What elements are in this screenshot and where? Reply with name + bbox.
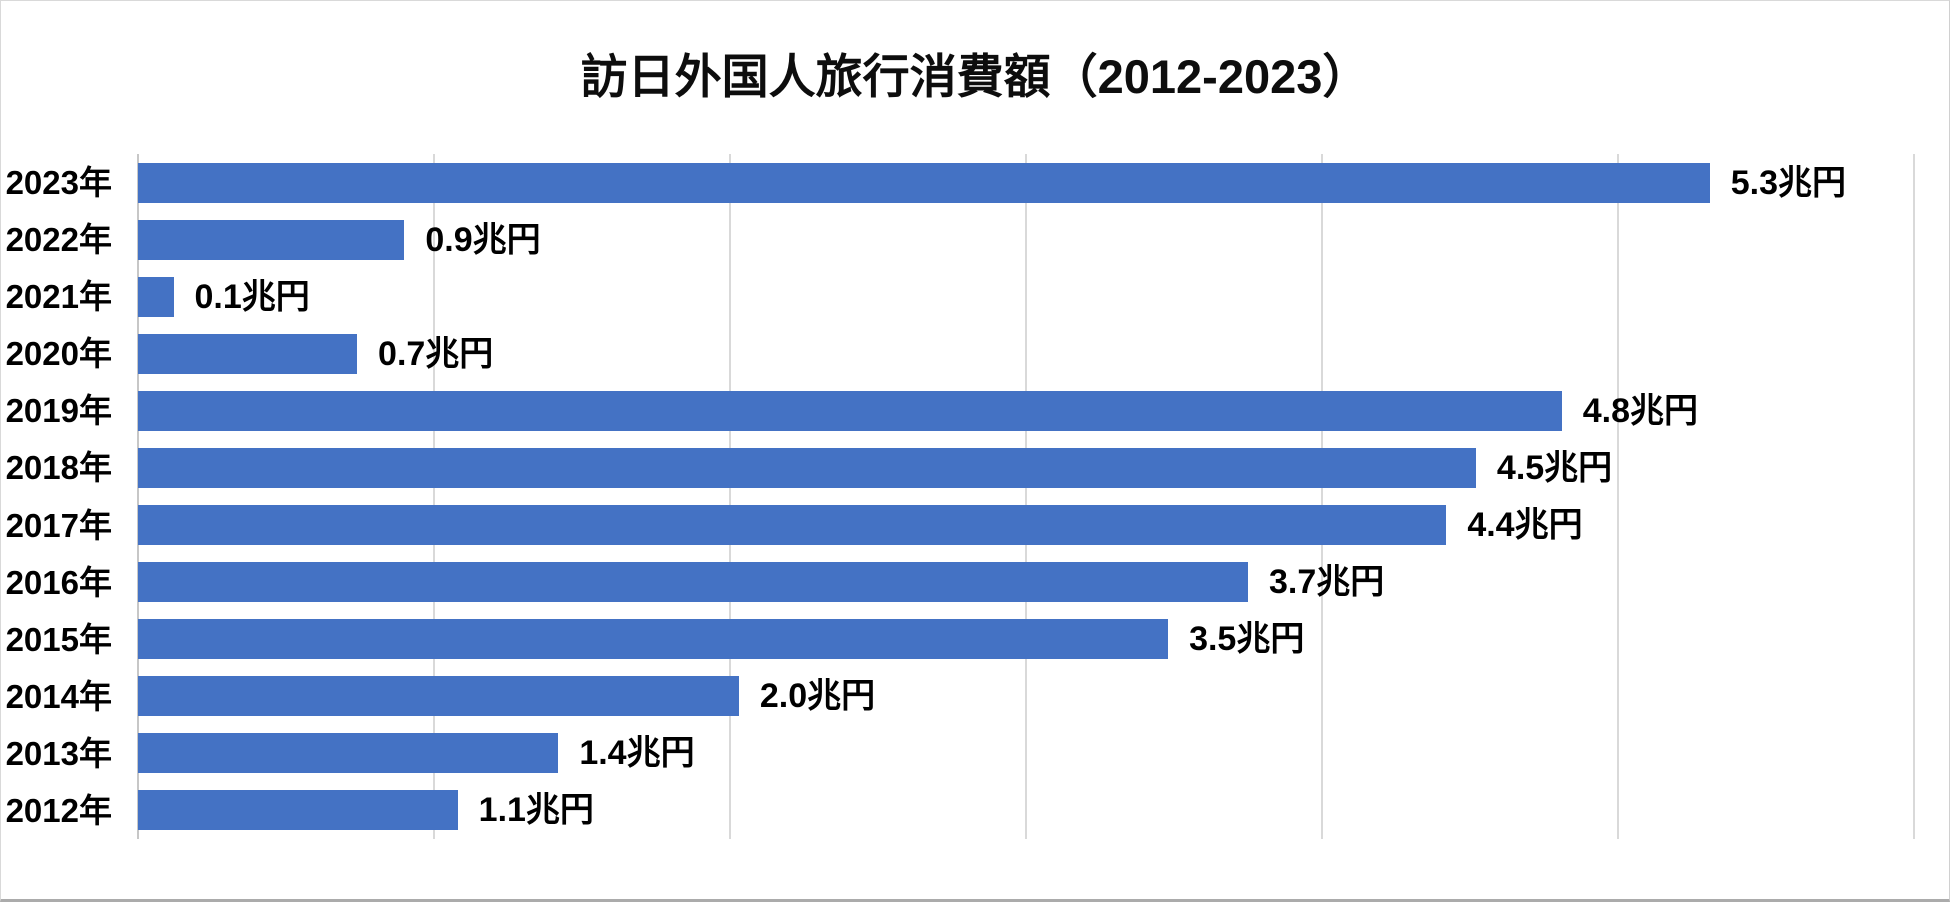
bar [138,219,405,260]
chart-title: 訪日外国人旅行消費額（2012-2023） [580,50,1370,103]
y-axis-label: 2014年 [5,677,112,715]
gridline [1913,154,1915,839]
bar [138,162,1710,203]
bar [138,733,559,774]
chart-row: 0.7兆円 [138,325,1914,382]
chart-row: 0.9兆円 [138,211,1914,268]
bar [138,276,174,317]
y-axis-label: 2017年 [5,506,112,544]
bar-rows: 5.3兆円 0.9兆円 0.1兆円 0.7兆円 4.8兆円 4.5兆円 4.4兆円 3.7兆円… [138,154,1914,839]
y-axis-label: 2022年 [5,221,112,259]
chart-row: 2.0兆円 [138,668,1914,725]
y-axis-label: 2019年 [5,392,112,430]
y-axis-label: 2013年 [5,734,112,772]
bar [138,562,1248,603]
gridline [728,154,731,839]
y-axis-label: 2020年 [5,335,112,373]
value-label: 1.4兆円 [579,734,695,773]
chart-row: 4.8兆円 [138,382,1914,439]
chart-row: 3.7兆円 [138,554,1914,611]
y-axis-label: 2016年 [5,563,112,601]
bar [138,676,739,717]
bar [138,619,1169,660]
value-label: 5.3兆円 [1730,163,1847,202]
value-label: 0.7兆円 [378,334,494,373]
category-axis-line [137,154,139,839]
value-label: 2.0兆円 [759,677,876,716]
chart-row: 1.4兆円 [138,725,1914,782]
value-label: 0.1兆円 [194,277,310,316]
value-label: 1.1兆円 [478,791,594,830]
gridline [1320,154,1323,839]
gridline [432,154,435,839]
chart-row: 0.1兆円 [138,268,1914,325]
value-label: 4.8兆円 [1582,391,1699,430]
chart-row: 3.5兆円 [138,611,1914,668]
value-label: 4.5兆円 [1496,448,1613,487]
y-axis-label: 2015年 [5,620,112,658]
plot-area: 5.3兆円 0.9兆円 0.1兆円 0.7兆円 4.8兆円 4.5兆円 4.4兆円 3.7兆円… [137,154,1915,839]
value-label: 0.9兆円 [425,220,541,259]
y-axis-labels: 2023年 2022年 2021年 2020年 2019年 2018年 2017年 2016年… [1,154,112,839]
chart-row: 4.4兆円 [138,496,1914,553]
value-label: 3.7兆円 [1269,563,1385,602]
y-axis-label: 2021年 [5,278,112,316]
bar [138,790,458,831]
bar [138,390,1562,431]
bar [138,333,358,374]
y-axis-label: 2023年 [5,164,112,202]
chart-row: 5.3兆円 [138,154,1914,211]
bar [138,505,1447,545]
value-label: 4.4兆円 [1467,506,1583,544]
chart-row: 4.5兆円 [138,439,1914,496]
chart-row: 1.1兆円 [138,782,1914,839]
y-axis-label: 2012年 [5,791,112,829]
bar [138,447,1476,488]
y-axis-label: 2018年 [5,449,112,487]
gridline [1025,154,1027,839]
value-label: 3.5兆円 [1189,620,1305,659]
gridline [1617,154,1619,839]
